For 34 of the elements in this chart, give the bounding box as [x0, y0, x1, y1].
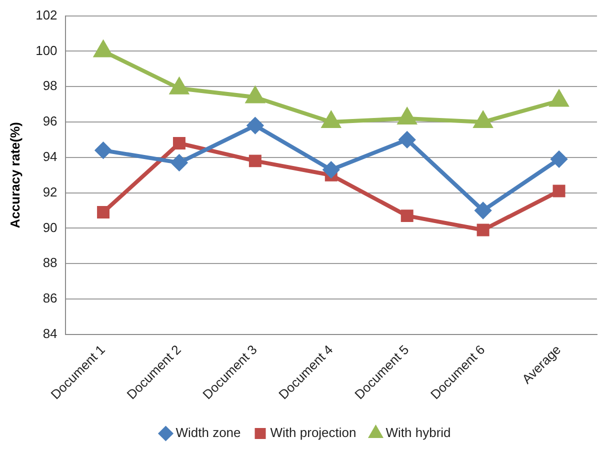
point [475, 202, 492, 219]
point [399, 132, 416, 148]
y-tick-label: 98 [42, 78, 58, 94]
point [94, 41, 112, 58]
y-tick-label: 92 [42, 184, 58, 200]
point [246, 87, 264, 104]
y-tick-label: 102 [36, 7, 58, 22]
point [97, 206, 110, 219]
legend-label: Width zone [176, 425, 241, 440]
legend-label: With hybrid [386, 425, 451, 440]
point [400, 210, 414, 222]
y-tick-label: 96 [42, 114, 58, 129]
point [323, 162, 340, 178]
point [172, 137, 186, 150]
point [550, 90, 568, 107]
point [170, 78, 188, 94]
legend-label: With projection [270, 425, 356, 440]
point [247, 118, 264, 134]
y-axis-title: Accuracy rate(%) [7, 122, 22, 228]
y-tick-label: 94 [42, 148, 58, 164]
y-tick-label: 88 [42, 255, 58, 270]
point [552, 184, 566, 198]
point [476, 224, 490, 236]
y-tick-label: 84 [42, 326, 58, 341]
point [322, 112, 340, 128]
point [551, 151, 568, 168]
point [474, 112, 492, 128]
point [95, 142, 112, 158]
point [398, 108, 416, 124]
y-tick-label: 100 [36, 42, 58, 58]
y-tick-label: 90 [42, 220, 58, 235]
y-tick-label: 86 [42, 290, 58, 306]
point [248, 154, 262, 168]
point [171, 154, 188, 171]
